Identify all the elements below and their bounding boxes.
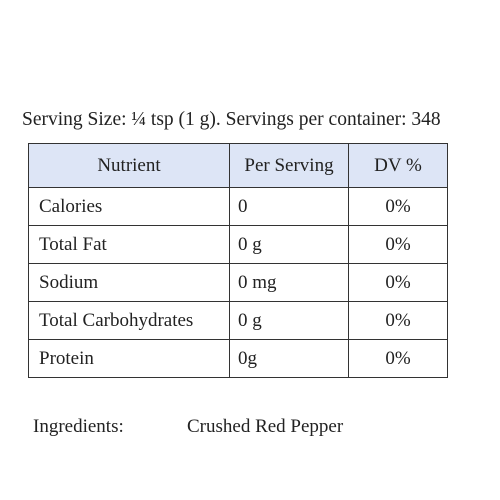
table-cell: 0% [348,263,448,302]
nutrition-table: Nutrient Per Serving DV % Calories 0 0% Total… [28,143,448,378]
table-cell: 0 [229,187,349,226]
serving-caption: Serving Size: ¼ tsp (1 g). Servings per … [22,109,441,130]
table-row: Calories 0 0% [28,187,448,226]
column-header: DV % [348,143,448,188]
table-cell: 0% [348,225,448,264]
table-cell: Sodium [28,263,230,302]
table-cell: 0 g [229,301,349,340]
table-row: Sodium 0 mg 0% [28,263,448,302]
table-cell: Calories [28,187,230,226]
table-row: Total Fat 0 g 0% [28,225,448,264]
column-header: Per Serving [229,143,349,188]
table-cell: Total Fat [28,225,230,264]
header-row: Nutrient Per Serving DV % [28,143,448,188]
table-cell: 0% [348,339,448,378]
table-cell: 0 mg [229,263,349,302]
table-cell: 0% [348,187,448,226]
ingredients-value: Crushed Red Pepper [187,416,344,437]
table-cell: 0 g [229,225,349,264]
table-cell: Protein [28,339,230,378]
table-row: Total Carbohydrates 0 g 0% [28,301,448,340]
table-cell: 0g [229,339,349,378]
table-row: Protein 0g 0% [28,339,448,378]
ingredients-label: Ingredients: [33,416,124,437]
column-header: Nutrient [28,143,230,188]
table-cell: 0% [348,301,448,340]
table-cell: Total Carbohydrates [28,301,230,340]
